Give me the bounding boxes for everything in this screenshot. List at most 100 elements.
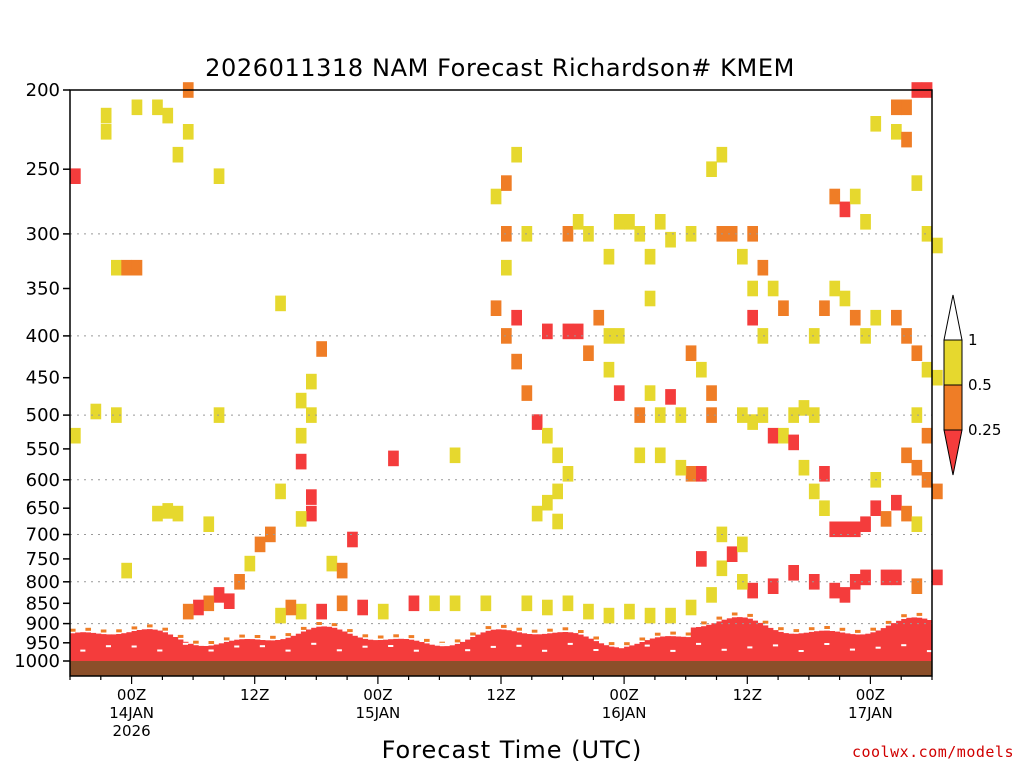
heatmap-cell [757, 259, 769, 276]
band-cell [752, 620, 758, 661]
heatmap-cell [880, 511, 892, 527]
heatmap-cell [306, 505, 317, 522]
band-gap [901, 644, 907, 647]
band-cell [690, 627, 697, 661]
heatmap-cell [613, 385, 625, 401]
band-cell [593, 641, 599, 661]
band-cell [316, 626, 322, 661]
heatmap-cell [244, 555, 256, 572]
band-cell [485, 630, 492, 661]
band-cell [593, 636, 599, 640]
heatmap-cell [901, 505, 912, 522]
heatmap-cell [275, 607, 286, 624]
band-gap [105, 645, 112, 648]
heatmap-cell [901, 131, 912, 148]
heatmap-cell [767, 578, 779, 594]
band-cell [429, 644, 435, 661]
colorbar-bin [943, 339, 963, 386]
band-cell [300, 631, 307, 661]
heatmap-cell [921, 472, 933, 488]
band-cell [116, 634, 122, 661]
heatmap-cell [223, 593, 235, 609]
heatmap-cell [336, 562, 348, 579]
heatmap-cell [644, 248, 656, 265]
heatmap-cell [90, 403, 102, 420]
band-cell [157, 630, 163, 661]
band-cell [839, 632, 846, 661]
band-cell [803, 632, 810, 661]
band-cell [234, 639, 240, 661]
heatmap-cell [696, 551, 707, 567]
band-cell [362, 638, 369, 661]
band-cell [531, 629, 538, 633]
band-cell [239, 639, 245, 661]
heatmap-cell [891, 309, 902, 326]
heatmap-cell [696, 361, 707, 378]
band-gap [413, 649, 420, 652]
x-tick-label: 17JAN [848, 704, 893, 722]
colorbar-tick-label: 0.25 [968, 421, 1001, 439]
band-cell [762, 620, 769, 624]
band-gap [490, 645, 497, 648]
band-cell [265, 640, 271, 661]
band-cell [649, 638, 656, 661]
heatmap-cell [788, 434, 799, 451]
band-cell [275, 640, 281, 661]
heatmap-cell [788, 407, 799, 423]
band-gap [696, 642, 702, 645]
band-cell [675, 636, 682, 661]
heatmap-cell [182, 603, 194, 620]
band-cell [891, 623, 897, 661]
heatmap-cell [603, 248, 615, 265]
band-cell [331, 623, 338, 627]
y-axis: 200 250 300 350 400 450 500 550 600 650 700 7508008… [14, 80, 70, 672]
band-gap [80, 649, 86, 652]
band-cell [111, 634, 117, 661]
band-gap [567, 642, 574, 645]
x-axis-label: Forecast Time (UTC) [382, 736, 643, 764]
band-cell [141, 629, 148, 661]
heatmap-cell [911, 345, 923, 361]
heatmap-cell [911, 516, 923, 532]
heatmap-cell [275, 295, 286, 312]
band-cell [352, 635, 358, 661]
band-gap [157, 649, 163, 652]
heatmap-cell [613, 328, 625, 344]
heatmap-cell [870, 116, 882, 132]
heatmap-cell [654, 407, 666, 423]
band-cell [562, 627, 569, 631]
band-cell [701, 626, 707, 661]
band-cell [306, 629, 312, 661]
heatmap-cell [203, 595, 215, 612]
heatmap-cell [901, 447, 912, 464]
band-cell [911, 617, 918, 661]
heatmap-cell [100, 107, 112, 124]
band-cell [475, 634, 481, 661]
x-tick-label: 14JAN [109, 704, 154, 722]
band-cell [578, 630, 584, 633]
band-cell [916, 617, 923, 661]
heatmap-cell [326, 555, 338, 572]
heatmap-cell [921, 427, 933, 444]
y-tick-label: 500 [26, 405, 60, 426]
heatmap-cells [70, 82, 943, 624]
band-cell [285, 637, 292, 661]
band-cell [383, 639, 389, 661]
heatmap-cell [808, 483, 820, 500]
band-cell [531, 634, 538, 661]
band-cell [588, 638, 594, 661]
band-cell [105, 634, 112, 661]
band-cell [506, 630, 512, 661]
heatmap-cell [511, 309, 522, 326]
heatmap-cell [562, 595, 574, 612]
heatmap-cell [788, 565, 799, 581]
heatmap-cell [870, 500, 882, 516]
heatmap-cell [501, 175, 512, 191]
heatmap-cell [706, 587, 717, 603]
heatmap-cell [696, 466, 707, 482]
band-cell [460, 641, 466, 661]
band-cell [393, 638, 399, 661]
band-cell [629, 645, 635, 661]
heatmap-cell [295, 427, 307, 444]
